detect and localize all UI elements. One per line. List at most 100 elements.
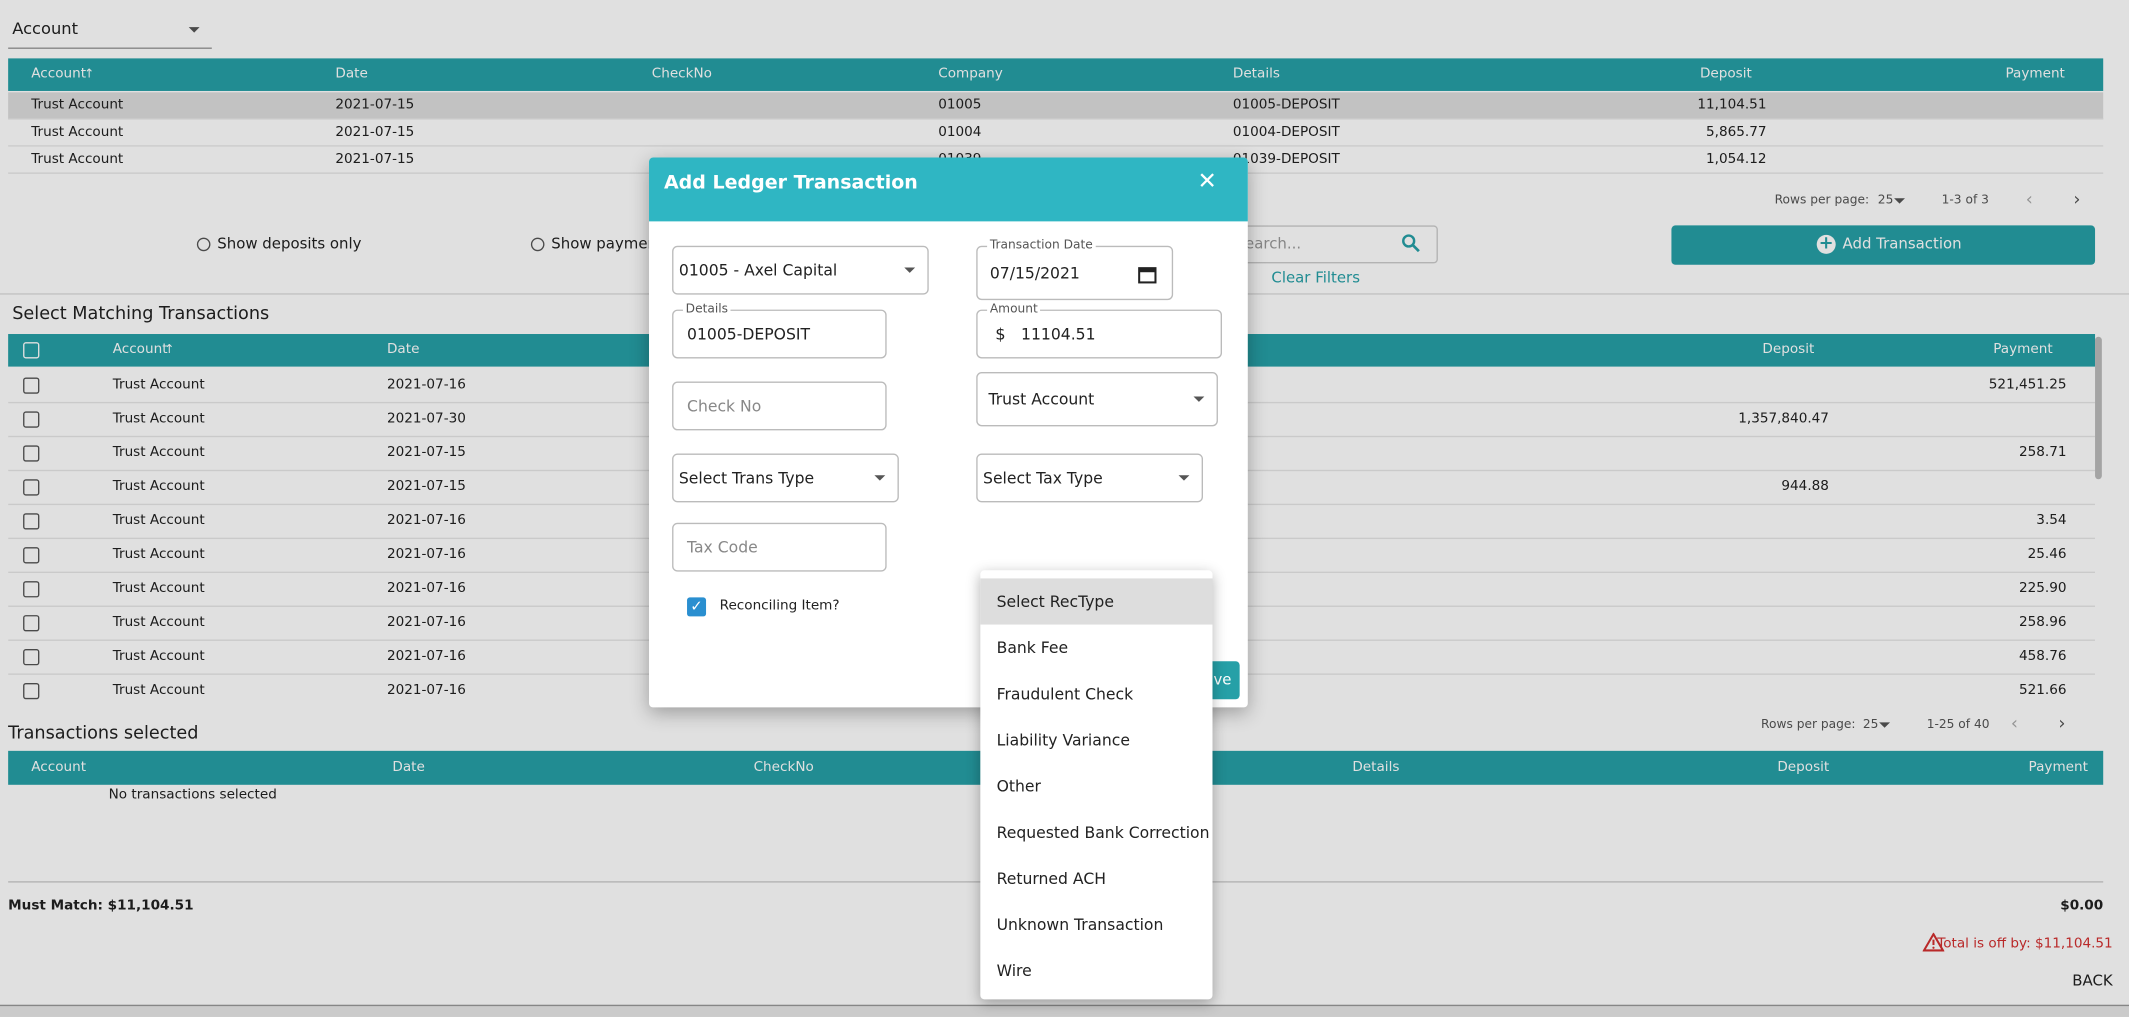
next-page[interactable]: › xyxy=(2073,190,2081,211)
cell: 01039-DEPOSIT xyxy=(1232,152,1340,168)
cell: 2021-07-16 xyxy=(386,377,466,393)
rows-arrow xyxy=(1879,722,1891,728)
tax-type-select[interactable] xyxy=(976,453,1203,503)
row-checkbox[interactable] xyxy=(23,581,40,598)
add-transaction-button[interactable]: + xyxy=(1671,225,2096,265)
column-header[interactable]: Payment xyxy=(2005,66,2065,82)
checkbox-label: Reconciling Item? xyxy=(719,598,840,614)
dropdown-option[interactable]: Bank Fee xyxy=(996,638,1069,658)
cell: 2021-07-30 xyxy=(386,411,466,427)
trans-type-select-value: Select Trans Type xyxy=(678,468,815,488)
column-header[interactable]: CheckNo xyxy=(651,66,712,82)
cell: 521,451.25 xyxy=(1988,377,2067,393)
row-checkbox[interactable] xyxy=(23,411,40,428)
cell: 01005-DEPOSIT xyxy=(1232,97,1340,113)
search-placeholder: Search... xyxy=(1235,234,1302,253)
row-checkbox[interactable] xyxy=(23,479,40,496)
check-no-input[interactable] xyxy=(672,381,887,431)
amount-input[interactable] xyxy=(976,309,1223,359)
dropdown-option[interactable]: Requested Bank Correction xyxy=(996,822,1210,842)
cell: 2021-07-16 xyxy=(386,581,466,597)
radio[interactable] xyxy=(196,237,211,252)
details-input-value: 01005-DEPOSIT xyxy=(687,324,811,344)
radio-label: Show deposits only xyxy=(217,234,362,253)
row-checkbox[interactable] xyxy=(23,377,40,394)
dropdown-option[interactable]: Wire xyxy=(996,961,1032,981)
dropdown-option[interactable]: Other xyxy=(996,776,1041,796)
cell: 01005 xyxy=(938,97,982,113)
cell: 2021-07-15 xyxy=(335,97,415,113)
column-header[interactable]: Date xyxy=(335,66,368,82)
filter-select[interactable]: Account xyxy=(12,19,79,39)
rows-label: Rows per page: xyxy=(1774,194,1870,208)
close-button[interactable]: ✕ xyxy=(1197,168,1217,196)
tax-code-input-value: Tax Code xyxy=(687,537,758,557)
row-checkbox[interactable] xyxy=(23,513,40,530)
tax-code-input[interactable] xyxy=(672,522,887,572)
radio[interactable] xyxy=(530,237,545,252)
account-select-value: Trust Account xyxy=(988,389,1095,409)
cell: 521.66 xyxy=(2019,682,2067,698)
column-header[interactable]: Deposit xyxy=(1762,342,1815,358)
row-checkbox[interactable] xyxy=(23,547,40,564)
cell: 2021-07-15 xyxy=(386,479,466,495)
next-page[interactable]: › xyxy=(2058,714,2066,735)
column-header[interactable]: Account xyxy=(31,66,87,82)
trans-type-select[interactable] xyxy=(672,453,899,503)
date-input-value: 07/15/2021 xyxy=(989,263,1080,283)
cell: Trust Account xyxy=(112,649,205,664)
page-range: 1-3 of 3 xyxy=(1941,194,1989,208)
field-label: Details xyxy=(682,302,731,317)
cell: 25.46 xyxy=(2027,547,2067,563)
prev-page[interactable]: ‹ xyxy=(2010,714,2018,735)
filter-arrow xyxy=(188,27,200,33)
column-header[interactable]: Date xyxy=(386,342,420,358)
prev-page[interactable]: ‹ xyxy=(2025,190,2033,211)
column-header[interactable]: Payment xyxy=(1993,342,2053,358)
cell: Trust Account xyxy=(112,513,205,529)
cell: Trust Account xyxy=(112,547,205,563)
row-checkbox[interactable] xyxy=(23,649,40,666)
column-header[interactable]: Account xyxy=(112,342,168,358)
date-input[interactable] xyxy=(976,245,1174,301)
table-row[interactable] xyxy=(8,92,2104,120)
dropdown-option[interactable]: Fraudulent Check xyxy=(996,684,1134,704)
details-input[interactable] xyxy=(672,309,887,359)
cell: 11,104.51 xyxy=(1697,97,1767,113)
row-checkbox[interactable] xyxy=(23,615,40,632)
column-header: Deposit xyxy=(1777,760,1830,776)
cell: Trust Account xyxy=(112,445,205,461)
table-row[interactable] xyxy=(8,119,2104,147)
rows-per-page[interactable]: 25 xyxy=(1862,718,1879,732)
rows-per-page[interactable]: 25 xyxy=(1877,194,1894,208)
cell: 2021-07-16 xyxy=(386,547,466,563)
cell: 2021-07-16 xyxy=(386,649,466,664)
dropdown-option[interactable]: Liability Variance xyxy=(996,730,1130,750)
column-header[interactable]: Company xyxy=(938,66,1003,82)
column-header[interactable]: Details xyxy=(1232,66,1280,82)
dropdown-option[interactable]: Unknown Transaction xyxy=(996,915,1164,935)
account-select[interactable] xyxy=(976,372,1218,427)
column-header[interactable]: Deposit xyxy=(1699,66,1752,82)
row-checkbox[interactable] xyxy=(23,445,40,462)
select-arrow xyxy=(904,267,916,273)
row-checkbox[interactable] xyxy=(23,682,40,700)
column-header: Payment xyxy=(2028,760,2088,776)
cell: Trust Account xyxy=(31,124,124,140)
back-button[interactable]: BACK xyxy=(2072,972,2113,990)
header-checkbox[interactable] xyxy=(23,342,40,359)
modal-title: Add Ledger Transaction xyxy=(663,172,918,195)
cell: Trust Account xyxy=(112,377,205,393)
dropdown-option[interactable]: Returned ACH xyxy=(996,868,1106,888)
checkbox[interactable]: ✓ xyxy=(687,597,707,617)
cell: Trust Account xyxy=(112,581,205,597)
dropdown-option[interactable]: Select RecType xyxy=(996,591,1114,612)
column-header: CheckNo xyxy=(753,760,814,776)
option-highlight xyxy=(980,578,1213,625)
cell: 225.90 xyxy=(2019,581,2067,597)
company-select[interactable] xyxy=(672,245,929,295)
clear-filters[interactable]: Clear Filters xyxy=(1271,268,1360,287)
select-arrow xyxy=(874,475,886,481)
bottom-bar xyxy=(0,1004,2129,1017)
